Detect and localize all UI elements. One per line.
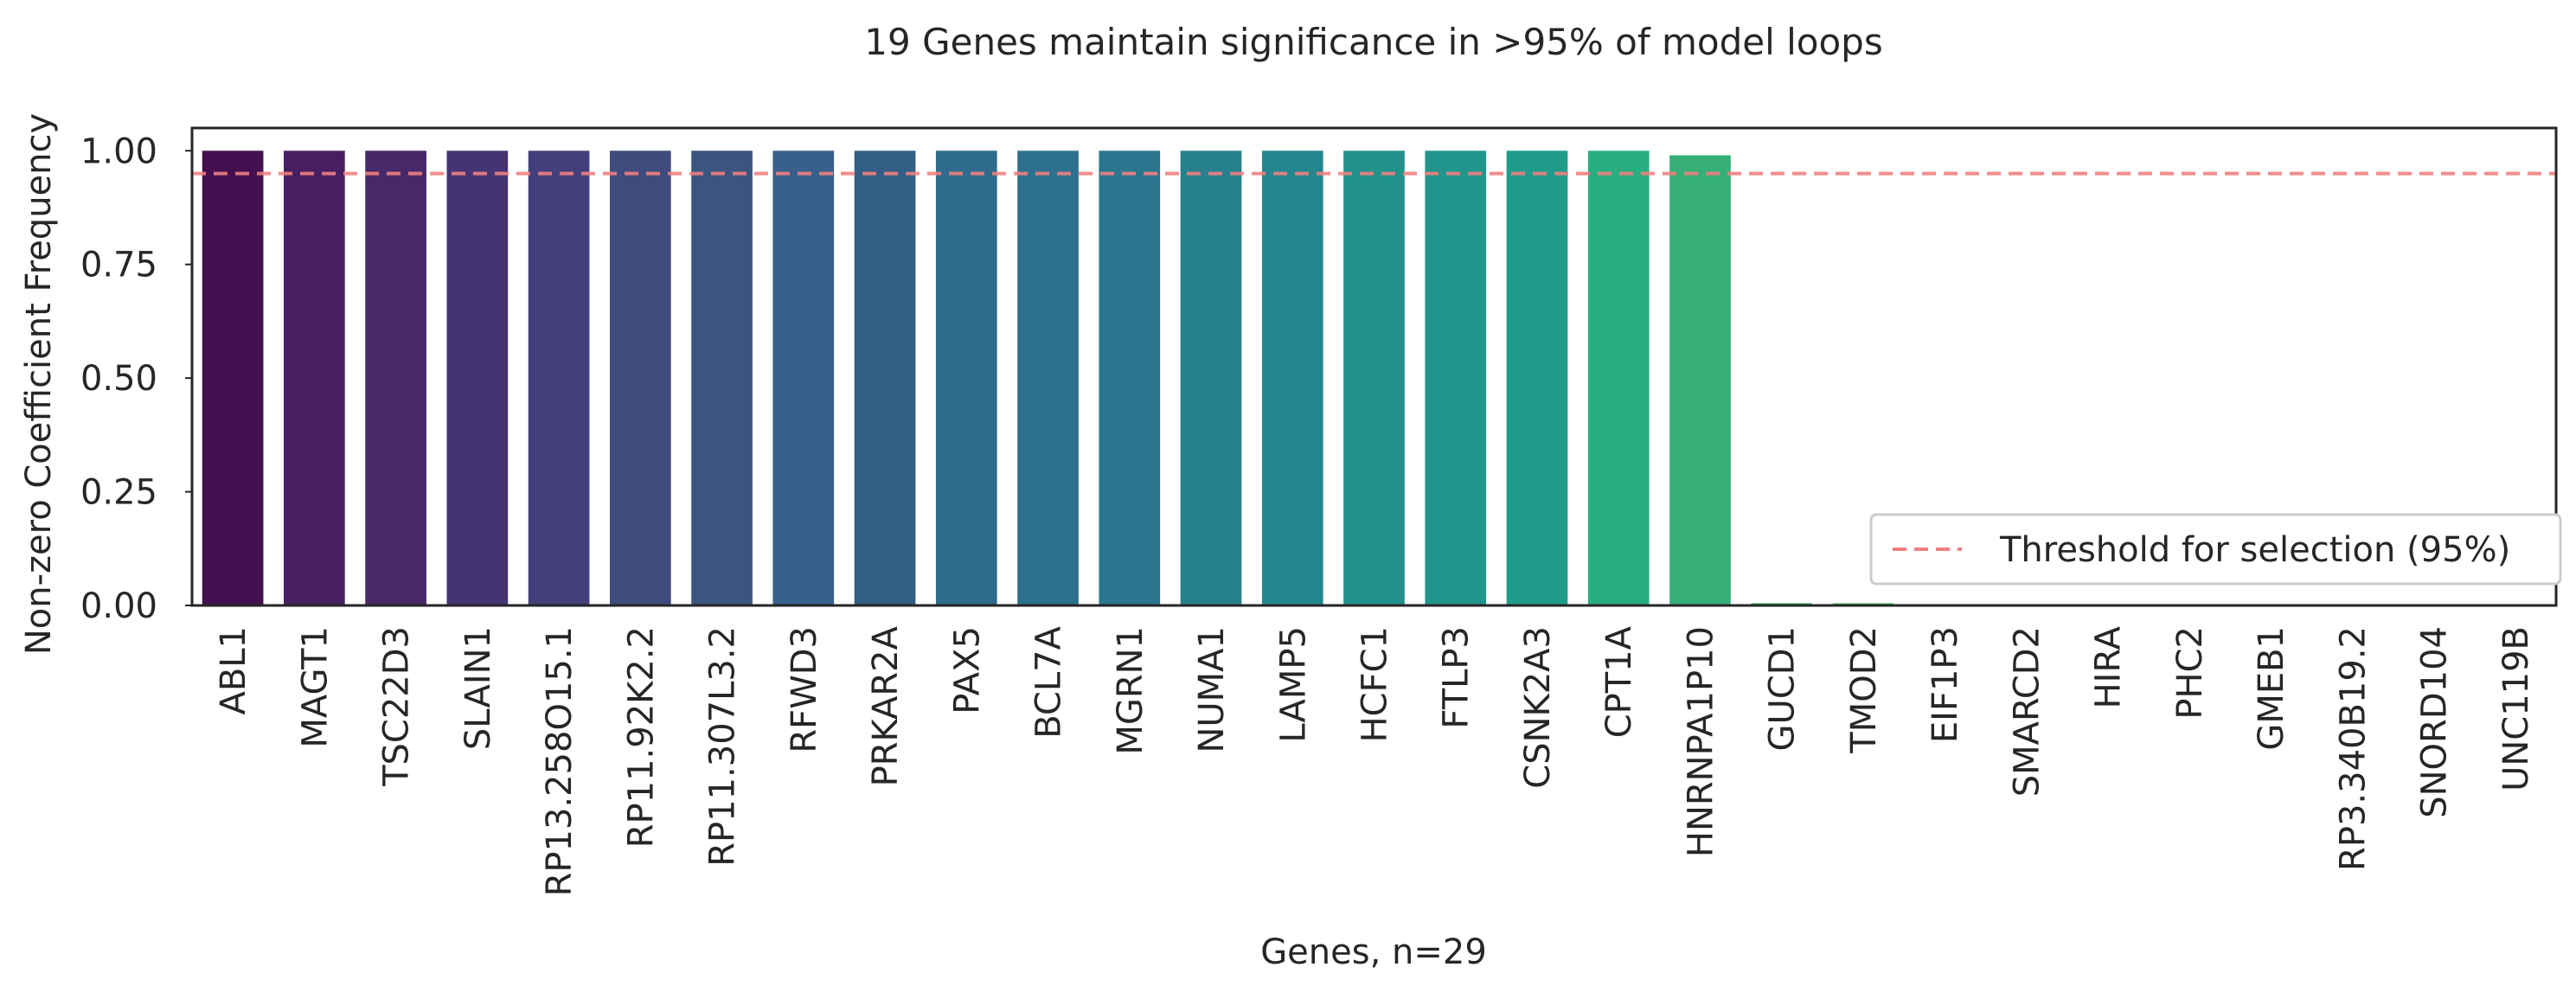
x-tick-label: FTLP3 bbox=[1437, 626, 1477, 729]
x-tick-label: PAX5 bbox=[947, 626, 987, 714]
y-axis-label: Non-zero Coefficient Frequency bbox=[19, 113, 59, 655]
x-tick-label: RFWD3 bbox=[785, 626, 824, 753]
x-tick-label: LAMP5 bbox=[1273, 626, 1313, 743]
x-tick-label: HIRA bbox=[2089, 625, 2129, 708]
bar-ABL1 bbox=[202, 150, 264, 606]
x-tick-label: RP11.307L3.2 bbox=[703, 626, 743, 867]
y-tick-label: 0.00 bbox=[80, 586, 157, 626]
x-tick-label: CSNK2A3 bbox=[1518, 626, 1558, 789]
y-tick-label: 0.25 bbox=[80, 473, 157, 513]
x-tick-label: ABL1 bbox=[214, 626, 253, 715]
bar-MGRN1 bbox=[1099, 150, 1161, 606]
bar-LAMP5 bbox=[1261, 150, 1323, 606]
bars-layer bbox=[202, 150, 1894, 606]
x-tick-label: HCFC1 bbox=[1355, 626, 1395, 742]
legend: Threshold for selection (95%) bbox=[1869, 513, 2562, 586]
x-tick-label: GUCD1 bbox=[1763, 626, 1803, 751]
bar-TSC22D3 bbox=[365, 150, 426, 606]
bar-RP11.92K2.2 bbox=[609, 150, 671, 606]
legend-threshold-label: Threshold for selection (95%) bbox=[1999, 530, 2510, 570]
x-tick-label: PRKAR2A bbox=[866, 625, 906, 786]
bar-PAX5 bbox=[935, 150, 997, 606]
bar-NUMA1 bbox=[1180, 150, 1242, 606]
x-tick-label: RP11.92K2.2 bbox=[621, 626, 661, 848]
x-tick-label: RP3.340B19.2 bbox=[2333, 626, 2373, 871]
bar-HNRNPA1P10 bbox=[1669, 155, 1731, 606]
x-axis-label: Genes, n=29 bbox=[1260, 932, 1487, 972]
x-tick-label: SMARCD2 bbox=[2007, 626, 2047, 797]
x-tick-label: PHC2 bbox=[2170, 626, 2210, 720]
bar-RFWD3 bbox=[772, 150, 835, 606]
bar-FTLP3 bbox=[1425, 150, 1487, 606]
bar-MAGT1 bbox=[284, 150, 345, 606]
x-tick-label: NUMA1 bbox=[1192, 626, 1232, 753]
bar-CSNK2A3 bbox=[1506, 150, 1568, 606]
chart-title: 19 Genes maintain significance in >95% o… bbox=[864, 21, 1882, 63]
y-axis: 0.00 0.25 0.50 0.75 1.00 bbox=[80, 131, 192, 626]
x-tick-label: TSC22D3 bbox=[377, 626, 417, 787]
y-tick-label: 1.00 bbox=[80, 131, 157, 171]
x-tick-label: GMEB1 bbox=[2252, 626, 2291, 751]
bar-SLAIN1 bbox=[446, 150, 509, 606]
legend-box bbox=[1869, 513, 2562, 586]
y-tick-label: 0.75 bbox=[80, 246, 157, 285]
x-tick-label: EIF1P3 bbox=[1926, 626, 1965, 743]
x-tick-label: RP13.258O15.1 bbox=[540, 626, 580, 896]
x-tick-label: CPT1A bbox=[1599, 625, 1639, 738]
x-tick-label: MAGT1 bbox=[295, 626, 335, 748]
x-tick-label: BCL7A bbox=[1029, 625, 1069, 738]
bar-RP11.307L3.2 bbox=[691, 150, 753, 606]
x-tick-label: TMOD2 bbox=[1844, 626, 1884, 754]
bar-PRKAR2A bbox=[854, 150, 916, 606]
bar-RP13.258O15.1 bbox=[528, 150, 590, 606]
x-tick-label: SLAIN1 bbox=[458, 626, 498, 750]
x-tick-label: MGRN1 bbox=[1111, 626, 1150, 755]
x-axis: ABL1 MAGT1 TSC22D3 SLAIN1 RP13.258O15.1 RP11.… bbox=[214, 625, 2536, 896]
plot-frame bbox=[190, 126, 2558, 607]
x-tick-label: UNC119B bbox=[2496, 626, 2536, 791]
x-tick-label: SNORD104 bbox=[2415, 626, 2455, 818]
y-tick-label: 0.50 bbox=[80, 359, 157, 399]
bar-HCFC1 bbox=[1343, 150, 1405, 606]
x-tick-label: HNRNPA1P10 bbox=[1681, 626, 1721, 857]
bar-CPT1A bbox=[1587, 150, 1650, 606]
bar-BCL7A bbox=[1017, 150, 1079, 606]
